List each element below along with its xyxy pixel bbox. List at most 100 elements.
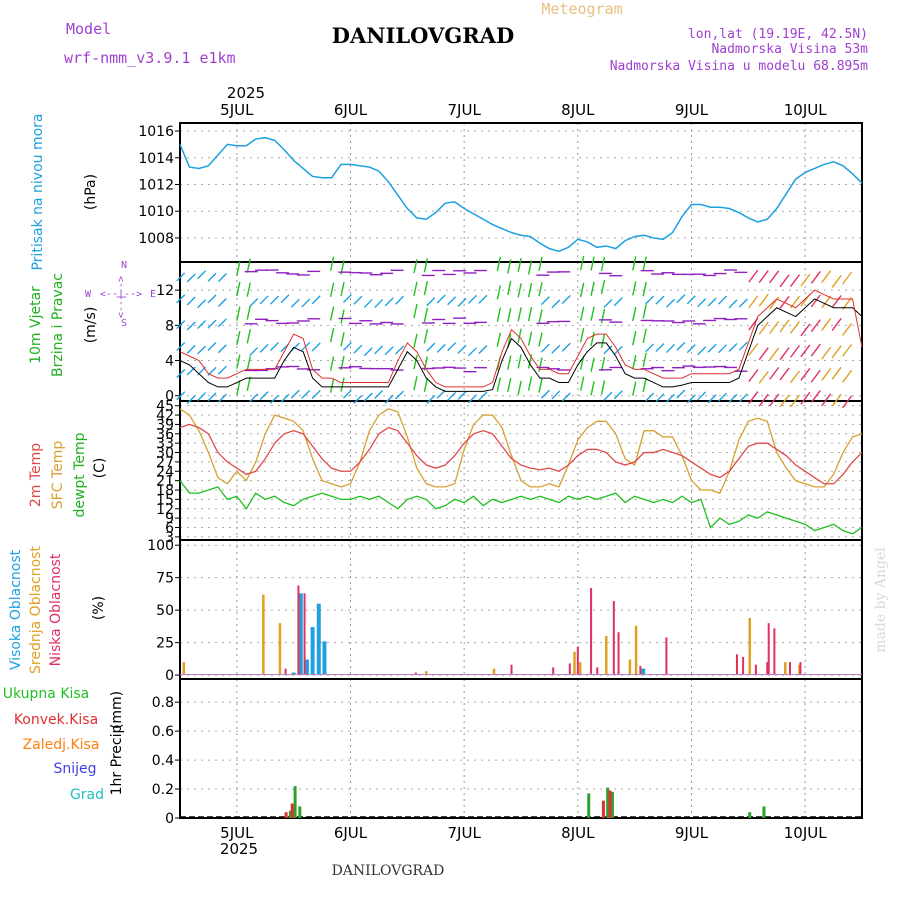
wind-arrow <box>789 344 801 358</box>
wind-arrow <box>374 345 384 355</box>
wind-arrow <box>217 273 227 283</box>
wind-arrow <box>413 281 418 297</box>
wind-arrow <box>642 352 647 368</box>
wind-arrow <box>246 305 251 320</box>
wind-arrow <box>413 259 418 274</box>
wind-arrow <box>821 295 832 309</box>
cloud-low-bar <box>590 588 593 676</box>
cloud-low-bar <box>552 667 555 676</box>
wind-arrow <box>551 299 561 309</box>
cloud-mid-bar <box>634 625 638 676</box>
wind-arrow <box>590 357 595 372</box>
wind-arrow <box>249 393 259 403</box>
wind-arrow <box>728 393 738 403</box>
wind-arrow <box>353 295 363 305</box>
wind-arrow <box>507 355 512 370</box>
cloud-high-bar <box>304 659 309 676</box>
precip-ylabel: 1hr Precip <box>109 725 125 796</box>
precip-total-bar <box>610 791 614 818</box>
wind-arrow <box>259 343 269 353</box>
wind-arrow <box>686 295 696 305</box>
wind-arrow <box>738 393 748 403</box>
wind-arrow <box>423 329 429 344</box>
wind-arrow <box>821 393 832 407</box>
wind-arrow <box>769 366 780 380</box>
wind-arrow <box>789 394 801 408</box>
wind-arrow <box>758 370 769 384</box>
dewpt-temp-line <box>179 480 863 535</box>
wind-arrow <box>217 318 227 328</box>
precip-legend-frz: Zaledj.Kisa <box>23 737 100 753</box>
pressure-line <box>179 136 863 253</box>
wind-arrow <box>642 256 647 271</box>
cloud-mid-bar <box>492 668 496 676</box>
cloud-low-bar <box>414 672 417 676</box>
wind-arrow <box>842 369 853 383</box>
wind-arrow <box>186 366 196 376</box>
wind-arrow <box>342 341 352 351</box>
wind-arrow <box>718 295 728 305</box>
x-tick-label-bottom: 8JUL <box>561 824 595 842</box>
footer-title: DANILOVGRAD <box>332 863 445 879</box>
wind-arrow <box>748 295 759 309</box>
wind-arrow <box>395 345 405 355</box>
wind-arrow <box>329 282 335 298</box>
wind-arrow <box>632 381 637 396</box>
wind-arrow <box>831 295 842 308</box>
wind-arrow <box>540 296 550 306</box>
wind-arrow <box>632 331 637 346</box>
compass-ew-arrows: <--|--> <box>100 289 142 300</box>
wind-arrow <box>457 390 467 400</box>
compass-w: W <box>85 289 92 300</box>
pressure-ylabel: Pritisak na nivou mora <box>30 113 46 270</box>
wind-arrow <box>207 341 217 351</box>
x-tick-label-bottom: 5JUL <box>220 824 254 842</box>
y-tick-label: 50 <box>156 603 174 619</box>
compass-ns-arrows: <--|--> <box>116 276 127 318</box>
precip-total-bar <box>288 810 292 818</box>
precip-unit: (mm) <box>109 691 125 729</box>
wind-arrow <box>800 344 811 358</box>
wind-arrow <box>329 378 335 393</box>
wind-arrow <box>290 342 300 352</box>
wind-arrow <box>758 293 769 307</box>
wind-arrow <box>384 297 394 307</box>
wind-arrow <box>642 377 647 393</box>
wind-arrow <box>507 259 512 274</box>
model-elevation-label: Nadmorska Visina u modelu 68.895m <box>610 59 868 74</box>
y-tick-label: 12 <box>156 502 174 518</box>
wind-arrow <box>665 298 675 308</box>
wind-arrow <box>538 332 543 347</box>
wind-arrow <box>413 376 418 391</box>
wind-arrow <box>642 304 647 319</box>
wind-arrow <box>579 282 585 298</box>
wind-arrow <box>538 309 543 324</box>
wind-arrow <box>613 345 623 355</box>
wind-arrow <box>423 280 429 296</box>
wind-arrow <box>426 342 436 352</box>
wind-arrow <box>496 256 502 272</box>
wind-arrow <box>447 391 457 401</box>
wind-arrow <box>301 298 311 308</box>
wind-arrow <box>676 389 686 399</box>
wind-arrow <box>579 376 585 391</box>
wind-arrow <box>789 370 801 384</box>
precip-legend-snow: Snijeg <box>53 761 96 777</box>
wind-arrow <box>311 342 321 352</box>
y-tick-label: 1016 <box>138 124 174 140</box>
wind-arrow <box>527 260 533 275</box>
wind-arrow <box>579 327 585 343</box>
wind-arrow <box>632 306 637 322</box>
model-name: wrf-nmm_v3.9.1 e1km <box>64 49 236 67</box>
wind-arrow <box>718 344 728 354</box>
cloud-high-ylabel: Visoka Oblacnost <box>8 549 24 670</box>
cloud-high-bar <box>310 627 315 676</box>
wind-arrow <box>540 389 550 399</box>
wind-arrow <box>413 333 418 348</box>
panel-frame <box>179 400 863 541</box>
precip-conv-bar <box>601 800 605 818</box>
cloud-mid-bar <box>578 662 582 676</box>
x-tick-label-top: 6JUL <box>334 101 368 119</box>
y-tick-label: 0.2 <box>152 782 174 798</box>
wind-arrow <box>517 328 522 343</box>
